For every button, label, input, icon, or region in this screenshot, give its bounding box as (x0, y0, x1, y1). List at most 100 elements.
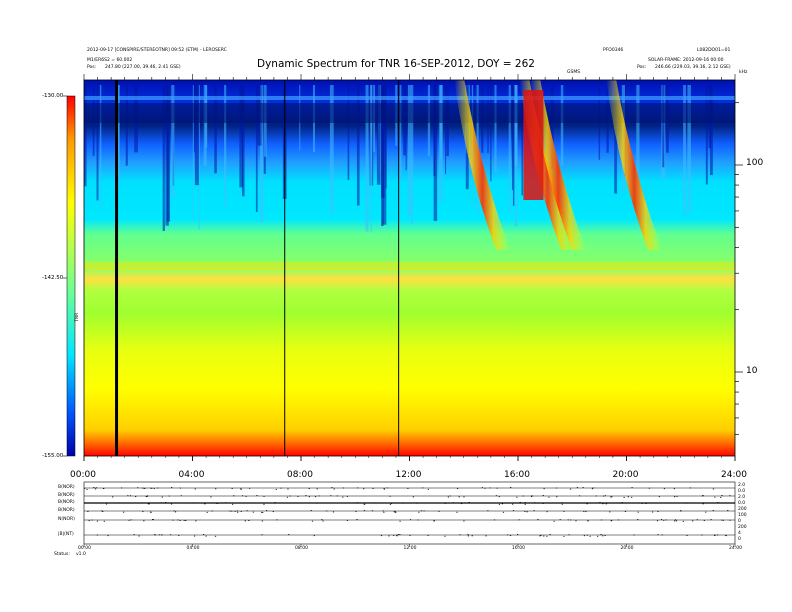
lower-panel-point (651, 511, 654, 513)
lower-panel-point (407, 488, 409, 489)
lower-panel-point (216, 503, 218, 505)
lower-panel-point (161, 496, 163, 498)
lower-panel-point (185, 520, 187, 521)
lower-panel-point (663, 488, 666, 490)
lower-panel-label: N(NOR) (58, 517, 75, 522)
lower-panel-point (210, 496, 212, 498)
lower-panel-point (576, 487, 579, 488)
lower-panel-point (128, 519, 130, 521)
lower-panel-point (162, 502, 164, 504)
spectrogram-streak (259, 85, 264, 223)
lower-panel-point (322, 520, 324, 522)
lower-panel-point (603, 502, 605, 504)
lower-panel-point (496, 487, 498, 489)
lower-x-tick-label: 04:00 (186, 546, 200, 551)
lower-panel-point (380, 535, 383, 537)
spectrogram-streak (365, 85, 369, 232)
lower-panel-point (371, 510, 374, 512)
lower-panel-point (578, 495, 581, 497)
lower-panel-point (487, 510, 489, 512)
lower-panel-point (657, 534, 659, 536)
lower-panel-point (252, 511, 254, 513)
lower-panel-point (316, 488, 318, 490)
lower-panel-point (225, 502, 227, 504)
lower-panel-point (263, 503, 265, 505)
x-tick-label: 20:00 (612, 470, 639, 480)
lower-panel-point (103, 488, 105, 489)
spectrogram-streak (239, 85, 244, 188)
lower-panel-point (287, 488, 289, 490)
spectrogram-streak (438, 85, 443, 203)
lower-panel-point (395, 511, 397, 513)
lower-panel-point (611, 496, 613, 498)
lower-panel-point (346, 496, 348, 497)
spectrogram (84, 80, 735, 456)
lower-panel-point (390, 502, 392, 504)
spectrogram-streak (385, 85, 387, 189)
spectrogram-streak (171, 85, 175, 198)
x-tick-label: 08:00 (287, 470, 313, 480)
lower-panel-point (332, 511, 335, 513)
spectrogram-streak (125, 85, 128, 166)
lower-panel-point (420, 510, 423, 512)
lower-panel-point (555, 487, 558, 489)
lower-panel-point (418, 511, 420, 513)
spectrogram-streak (370, 85, 372, 233)
spectrogram-streak (117, 85, 120, 177)
lower-panel-point (621, 502, 623, 503)
footer-status-value: v1.0 (76, 552, 86, 557)
lower-panel-point (461, 502, 463, 504)
lower-panel-point (567, 519, 569, 521)
spectrogram-light-band (84, 96, 735, 100)
lower-panel-point (399, 534, 401, 536)
lower-panel-point (194, 535, 196, 537)
lower-panel-point (656, 520, 659, 522)
spectrogram-streak (433, 85, 438, 221)
lower-panel-point (288, 534, 290, 535)
lower-panel-point (417, 519, 419, 521)
spectrogram-streak (356, 85, 360, 206)
lower-panel-point (553, 520, 555, 522)
lower-panel-point (610, 496, 612, 498)
lower-panel-point (463, 496, 465, 498)
lower-panel-point (236, 510, 238, 512)
lower-panel-point (205, 535, 207, 537)
lower-panel-label: B(NOR) (58, 485, 75, 490)
lower-panel-point (674, 520, 676, 522)
lower-panel-point (522, 495, 524, 497)
lower-panel-point (493, 519, 496, 521)
lower-panel-point (180, 495, 182, 497)
lower-panel-point (394, 511, 396, 513)
spectrogram-streak (255, 85, 258, 212)
lower-panel-point (660, 519, 663, 520)
lower-panel-point (468, 502, 470, 503)
lower-panel-point (153, 487, 155, 489)
lower-panel-point (575, 520, 577, 522)
lower-panel-point (546, 535, 548, 537)
lower-panel-point (581, 502, 583, 504)
lower-panel-point (526, 511, 528, 513)
lower-panel-point (559, 519, 561, 521)
lower-panel-point (333, 488, 335, 490)
lower-panel-point (658, 496, 661, 498)
lower-panel-point (720, 496, 722, 498)
lower-panel-label: |B|(NT) (58, 532, 74, 537)
lower-panel-point (94, 488, 97, 490)
lower-panel-point (133, 534, 135, 536)
spectrogram-streak (512, 85, 515, 206)
lower-panel-point (280, 487, 282, 489)
lower-panel-point (682, 520, 684, 522)
lower-panel-point (620, 502, 622, 504)
lower-panel-point (447, 496, 449, 498)
lower-panel-point (183, 520, 185, 521)
lower-panel-right-tick: 0.0 (738, 501, 746, 506)
burst-core (523, 90, 544, 200)
lower-panel-point (433, 520, 435, 522)
lower-panel-point (627, 496, 629, 498)
lower-panel-point (680, 510, 682, 512)
lower-panel-point (717, 502, 719, 503)
lower-panel-point (120, 487, 123, 489)
lower-panel-point (274, 502, 276, 504)
spectrogram-streak (399, 85, 402, 182)
lower-panel-point (214, 535, 217, 537)
